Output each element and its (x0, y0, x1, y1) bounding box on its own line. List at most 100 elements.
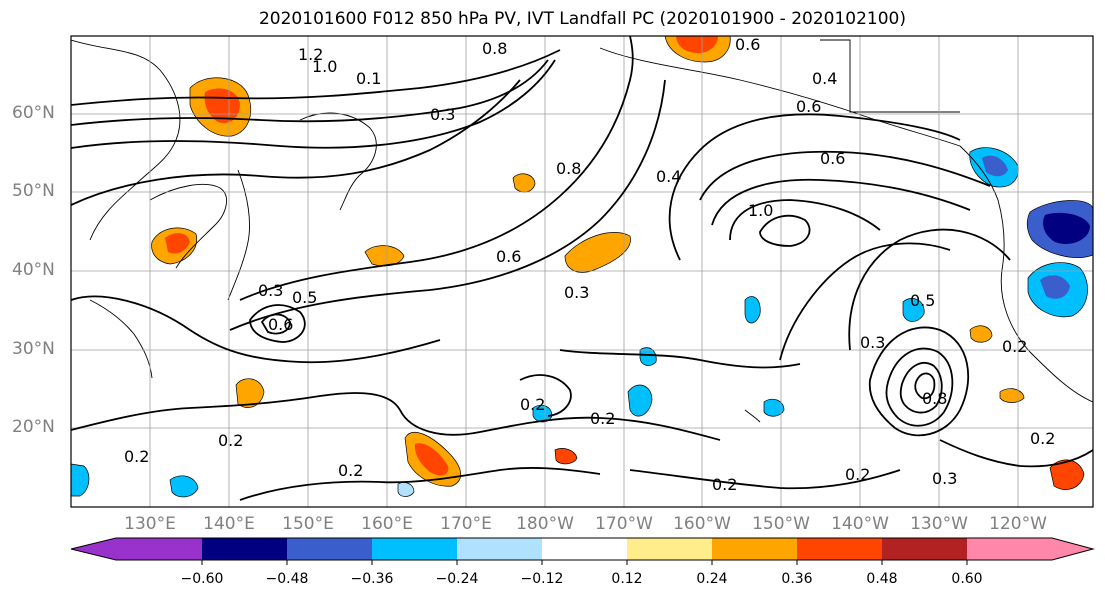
anomaly-patch (71, 463, 90, 497)
anomaly-patch (902, 298, 925, 322)
contour-label: 0.2 (338, 461, 363, 480)
anomaly-patch (169, 475, 199, 498)
contour-line (939, 439, 1093, 468)
contour-label: 1.0 (748, 201, 773, 220)
contour-line (260, 313, 291, 335)
contour-label: 0.8 (482, 39, 507, 58)
contour-line (699, 150, 991, 201)
contour-label: 0.5 (910, 291, 935, 310)
contour-label: 0.2 (1030, 429, 1055, 448)
anomaly-patch (554, 448, 578, 465)
anomaly-patch (1040, 275, 1070, 299)
contour-label: 0.2 (712, 475, 737, 494)
lat-label: 50°N (12, 181, 55, 201)
colorbar-tick-label: −0.36 (350, 571, 394, 587)
colorbar-segment (712, 538, 797, 560)
contour-label: 0.4 (656, 167, 681, 186)
contour-line (711, 178, 971, 226)
coastline (299, 112, 377, 211)
contour-line (229, 79, 666, 331)
contour-label: 0.8 (556, 159, 581, 178)
contour-label: 1.0 (312, 57, 337, 76)
contour-label: 0.5 (292, 288, 317, 307)
anomaly-patch (969, 325, 993, 343)
contour-line (629, 469, 901, 490)
colorbar-tick-label: −0.60 (180, 571, 224, 587)
colorbar-tick-label: −0.12 (520, 571, 564, 587)
colorbar-tick-label: 0.24 (696, 571, 728, 587)
contour-line (249, 304, 306, 343)
colorbar-tick-label: −0.24 (435, 571, 479, 587)
colorbar-segment (287, 538, 372, 560)
contour-line (519, 374, 572, 417)
contour-label: 0.1 (356, 69, 381, 88)
contour-line (914, 372, 936, 400)
contour-label: 0.6 (735, 35, 760, 54)
lat-label: 60°N (12, 103, 55, 123)
anomaly-patch (627, 384, 653, 417)
colorbar-segment (1052, 538, 1093, 560)
contour-label: 0.3 (932, 469, 957, 488)
pv-contours (71, 36, 1093, 501)
contour-line (885, 347, 954, 427)
lon-label: 170°E (440, 514, 492, 534)
contour-label: 0.2 (590, 409, 615, 428)
lon-label: 160°W (673, 514, 731, 534)
contour-line (239, 36, 634, 301)
contour-line (71, 392, 721, 441)
lon-label: 130°E (124, 514, 176, 534)
contour-label: 0.3 (430, 105, 455, 124)
negative-anomaly-patches (71, 147, 1093, 498)
anomaly-patch (763, 398, 785, 417)
contour-label: 0.2 (218, 431, 243, 450)
colorbar-segment (71, 538, 116, 560)
contour-label: 0.6 (796, 97, 821, 116)
contour-label: 0.8 (922, 389, 947, 408)
colorbar-outline (70, 537, 1095, 561)
contour-label: 0.6 (268, 315, 293, 334)
anomaly-patch (512, 173, 536, 193)
colorbar-segment (457, 538, 542, 560)
positive-anomaly-patches (151, 36, 1085, 490)
contour-line (848, 228, 1011, 351)
colorbar (70, 537, 1095, 565)
colorbar-segment (882, 538, 967, 560)
contour-line (779, 242, 951, 361)
plot-title: 2020101600 F012 850 hPa PV, IVT Landfall… (258, 9, 906, 29)
contour-line (71, 59, 556, 149)
contour-line (239, 467, 601, 501)
lon-label: 120°W (989, 514, 1047, 534)
contour-label: 0.3 (860, 333, 885, 352)
lon-label: 150°E (282, 514, 334, 534)
contour-label: 0.2 (1002, 337, 1027, 356)
anomaly-patch (165, 233, 190, 254)
contour-line (729, 199, 881, 241)
coastline (89, 299, 153, 379)
contour-label: 0.3 (564, 283, 589, 302)
anomaly-patch (982, 155, 1008, 177)
anomaly-patch (744, 296, 761, 324)
ivt-pc-shading (71, 36, 1093, 498)
contour-label: 0.6 (496, 247, 521, 266)
coastline (599, 47, 961, 147)
colorbar-tick-label: −0.48 (265, 571, 309, 587)
coastline (149, 183, 227, 269)
anomaly-patch (235, 378, 265, 408)
contour-label: 0.3 (258, 281, 283, 300)
graticule (71, 36, 1093, 507)
contour-line (868, 326, 970, 437)
lon-label: 150°W (752, 514, 810, 534)
contour-line (71, 59, 549, 126)
colorbar-segment (542, 538, 627, 560)
coastline (71, 39, 181, 241)
colorbar-segment (202, 538, 287, 560)
anomaly-patch (414, 443, 449, 476)
lon-label: 140°E (203, 514, 255, 534)
contour-label: 0.2 (845, 465, 870, 484)
contour-line (71, 295, 441, 364)
lon-label: 180°W (516, 514, 574, 534)
anomaly-patch (639, 347, 657, 366)
contour-line (899, 362, 943, 414)
contour-line (559, 349, 801, 369)
